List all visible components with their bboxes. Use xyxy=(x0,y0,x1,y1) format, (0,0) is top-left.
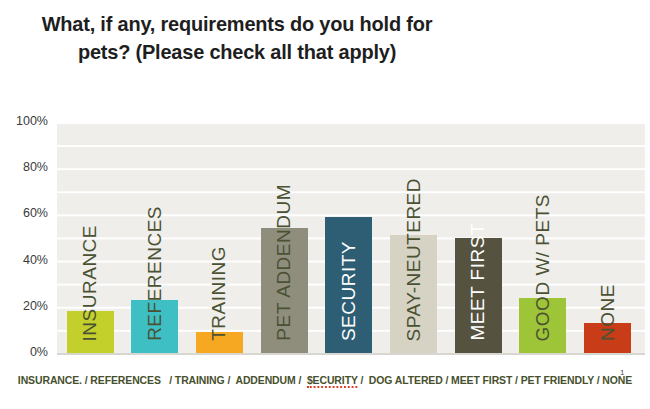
bar-label-spay-neutered: SPAY-NEUTERED xyxy=(403,178,425,341)
y-axis-tick: 0% xyxy=(0,345,48,359)
bar-label-security: SECURITY xyxy=(338,241,360,341)
bar-label-pet-addendum: PET ADDENDUM xyxy=(273,184,295,341)
slide-number: 1 xyxy=(620,368,624,377)
y-axis-tick: 60% xyxy=(0,206,48,220)
slide: What, if any, requirements do you hold f… xyxy=(0,0,650,409)
footnote-text-before: INSURANCE. / REFERENCES / TRAINING / ADD… xyxy=(18,374,307,386)
footnote: INSURANCE. / REFERENCES / TRAINING / ADD… xyxy=(16,374,634,386)
y-axis-tick: 20% xyxy=(0,299,48,313)
y-axis-tick: 100% xyxy=(0,114,48,128)
plot-area: INSURANCE REFERENCES TRAINING PET ADDENDUM S… xyxy=(57,122,645,355)
y-axis-tick: 80% xyxy=(0,160,48,174)
y-axis-tick: 40% xyxy=(0,253,48,267)
bar-label-good-w-pets: GOOD W/ PETS xyxy=(532,194,554,341)
bar-label-training: TRAINING xyxy=(208,246,230,341)
chart-title: What, if any, requirements do you hold f… xyxy=(36,10,439,66)
bar-label-meet-first: MEET FIRST xyxy=(467,223,489,341)
bar-label-references: REFERENCES xyxy=(144,206,166,341)
footnote-misspelled-word: $ECURITY xyxy=(307,374,358,388)
bar-label-none: NONE xyxy=(597,284,619,341)
bar-label-insurance: INSURANCE xyxy=(79,225,101,341)
footnote-text-after: / DOG ALTERED / MEET FIRST / PET FRIENDL… xyxy=(358,374,633,386)
